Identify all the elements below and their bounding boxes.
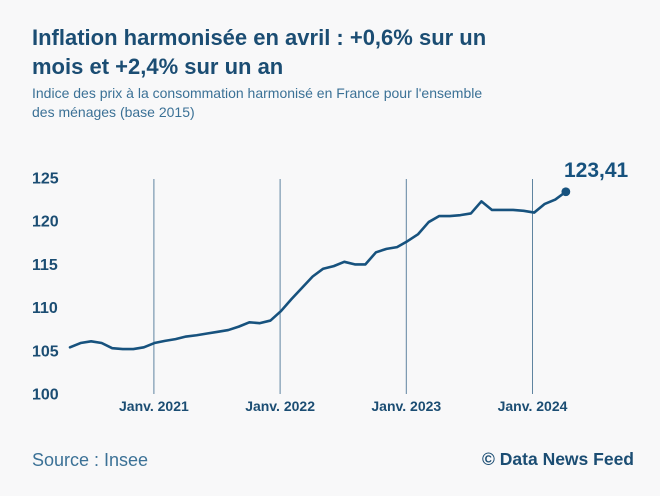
svg-text:120: 120 (32, 214, 59, 231)
svg-text:Janv. 2023: Janv. 2023 (371, 398, 441, 414)
svg-text:Janv. 2022: Janv. 2022 (245, 398, 315, 414)
svg-text:110: 110 (32, 300, 58, 317)
svg-text:105: 105 (32, 343, 59, 360)
svg-text:Janv. 2024: Janv. 2024 (498, 398, 568, 414)
svg-text:115: 115 (32, 257, 58, 274)
svg-text:125: 125 (32, 171, 59, 188)
svg-text:100: 100 (32, 387, 59, 404)
svg-text:Janv. 2021: Janv. 2021 (119, 398, 189, 414)
svg-text:123,41: 123,41 (564, 159, 629, 182)
